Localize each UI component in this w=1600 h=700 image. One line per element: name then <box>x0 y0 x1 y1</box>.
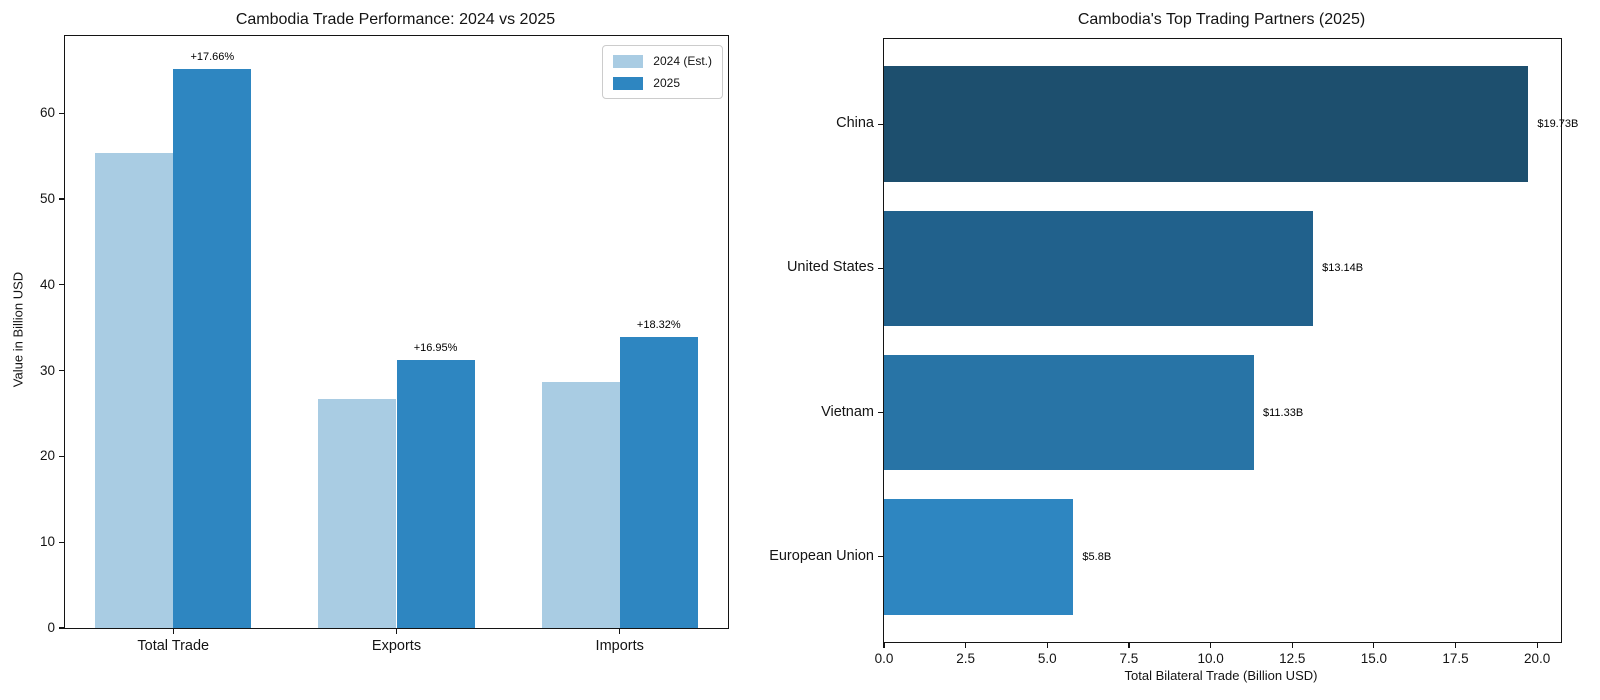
right-chart-xlabel: Total Bilateral Trade (Billion USD) <box>1124 668 1318 683</box>
y-category-label: United States <box>786 259 874 276</box>
x-tick-mark <box>1373 642 1375 648</box>
legend: 2024 (Est.) 2025 <box>602 45 723 99</box>
x-tick-label: 17.5 <box>1442 651 1469 666</box>
x-tick-label: 20.0 <box>1524 651 1551 666</box>
bar-2025 <box>396 360 475 628</box>
x-tick-label: 0.0 <box>874 651 894 666</box>
x-tick-label: 10.0 <box>1197 651 1224 666</box>
x-tick-mark <box>1128 642 1130 648</box>
right-chart-axes: $19.73B China $13.14B United States $11.33B V… <box>769 38 1578 666</box>
trade-bar <box>884 210 1314 327</box>
legend-swatch <box>613 54 644 68</box>
x-tick-mark <box>1046 642 1048 648</box>
x-category-label: Imports <box>595 638 644 654</box>
y-tick-mark <box>59 198 65 200</box>
x-tick-mark <box>1536 642 1538 648</box>
x-category-label: Exports <box>371 638 422 654</box>
y-category-label: Vietnam <box>821 403 874 420</box>
y-tick-label: 40 <box>39 276 55 292</box>
right-chart-title: Cambodia's Top Trading Partners (2025) <box>1077 11 1366 28</box>
left-chart-ylabel: Value in Billion USD <box>10 271 26 388</box>
x-tick-mark <box>1454 642 1457 648</box>
y-tick-mark <box>878 123 884 125</box>
x-tick-mark <box>883 642 885 648</box>
x-tick-label: 2.5 <box>956 651 976 666</box>
legend-label: 2024 (Est.) <box>653 54 712 68</box>
y-tick-mark <box>59 541 65 543</box>
y-tick-label: 60 <box>39 105 55 121</box>
x-tick-mark <box>1291 642 1293 648</box>
bar-2025 <box>173 68 252 628</box>
bar-value-label: $11.33B <box>1263 406 1304 419</box>
y-tick-mark <box>59 627 65 629</box>
trade-bar <box>884 354 1254 471</box>
x-category-label: Total Trade <box>137 638 210 654</box>
bar-value-label: $5.8B <box>1082 550 1112 563</box>
trade-bar <box>884 499 1074 615</box>
legend-item: 2024 (Est.) <box>613 54 712 68</box>
y-tick-label: 30 <box>39 362 55 378</box>
y-tick-label: 50 <box>39 191 55 206</box>
y-category-label: European Union <box>769 547 874 564</box>
y-tick-mark <box>59 455 65 457</box>
growth-label: +17.66% <box>190 50 235 63</box>
x-tick-mark <box>395 628 398 634</box>
bar-2025 <box>619 336 698 628</box>
y-tick-label: 20 <box>39 448 55 464</box>
x-tick-label: 15.0 <box>1360 651 1387 666</box>
trade-bar <box>884 66 1529 182</box>
x-tick-mark <box>965 642 967 648</box>
legend-label: 2025 <box>653 76 680 90</box>
y-tick-label: 10 <box>39 534 55 550</box>
growth-label: +18.32% <box>636 318 681 331</box>
y-tick-label: 0 <box>47 620 55 635</box>
y-tick-mark <box>878 556 884 558</box>
legend-item: 2025 <box>613 76 712 90</box>
growth-label: +16.95% <box>413 341 458 354</box>
y-tick-mark <box>59 112 65 114</box>
bar-value-label: $13.14B <box>1322 262 1364 275</box>
bar-2024-est <box>541 381 620 628</box>
x-tick-mark <box>619 628 621 634</box>
bar-value-label: $19.73B <box>1537 118 1579 131</box>
x-tick-mark <box>172 628 174 634</box>
bar-2024-est <box>95 152 174 628</box>
y-tick-mark <box>59 370 65 372</box>
y-category-label: China <box>836 115 874 132</box>
x-tick-mark <box>1209 642 1212 648</box>
y-tick-mark <box>878 412 884 414</box>
x-tick-label: 7.5 <box>1119 651 1139 666</box>
x-tick-label: 12.5 <box>1279 651 1306 666</box>
left-chart-axes: 0 10 20 30 40 50 60 +17.66% Total Trade +16.95% Ex… <box>40 35 729 654</box>
bar-2024-est <box>318 398 397 628</box>
x-tick-label: 5.0 <box>1037 651 1057 666</box>
left-chart-title: Cambodia Trade Performance: 2024 vs 2025 <box>235 11 556 28</box>
y-tick-mark <box>878 267 884 269</box>
y-tick-mark <box>59 284 65 286</box>
legend-swatch <box>613 76 644 90</box>
